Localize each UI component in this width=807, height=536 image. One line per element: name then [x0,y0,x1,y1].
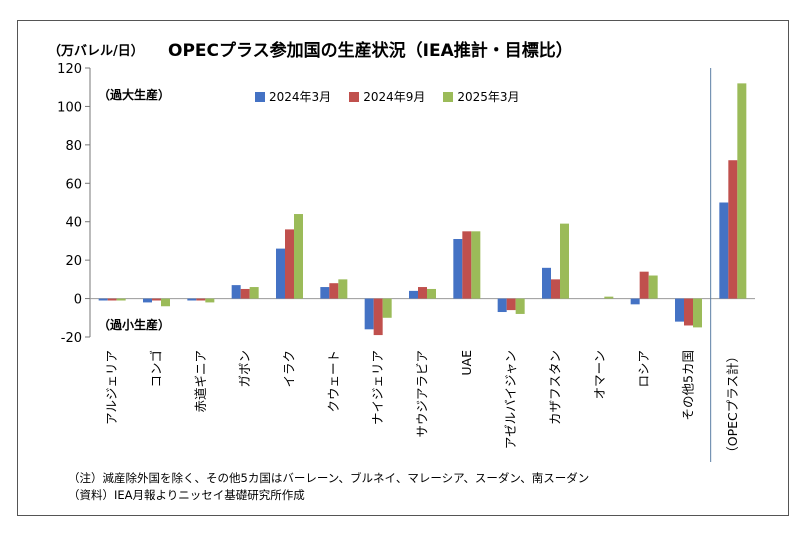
unit-label: （万バレル/日） [48,44,144,59]
bar [285,229,294,299]
bar [205,298,215,303]
bar [560,223,569,299]
y-tick-label: 40 [65,216,82,231]
bar [515,298,525,314]
legend-label: 2024年3月 [269,90,332,104]
category-label: アルジェリア [104,350,119,425]
bar [542,267,551,299]
bar [719,202,729,299]
bar [116,298,126,301]
y-tick-label: 80 [65,139,82,154]
bar [231,285,241,299]
bar [462,231,472,299]
y-tick-label: 60 [65,177,82,192]
bar [409,290,418,299]
bar [551,279,560,299]
y-tick-label: 120 [57,62,82,77]
bar [728,160,738,299]
bar [604,296,614,299]
legend-item: 2025年3月 [443,88,520,105]
legend: 2024年3月 2024年9月 2025年3月 [255,88,520,105]
bar [98,298,108,301]
bar [684,298,693,326]
legend-swatch-2025-03 [443,91,454,102]
note-line: （資料）IEA月報よりニッセイ基礎研究所作成 [68,488,305,502]
bar [329,283,339,299]
bar [338,279,348,299]
category-label: （OPECプラス計） [725,350,740,459]
category-label: その他5カ国 [681,350,696,420]
bar [382,298,392,318]
category-label: カザフスタン [548,350,563,425]
bar [675,298,684,322]
category-label: UAE [459,350,474,376]
chart-title: OPECプラス参加国の生産状況（IEA推計・目標比） [168,41,573,61]
category-label: クウェート [326,350,341,413]
bar [737,83,747,299]
y-tick-label: 20 [65,254,82,269]
bar [373,298,383,336]
category-label: オマーン [592,350,607,399]
bar [249,287,259,299]
y-tick-label: 100 [57,100,82,115]
category-label: ロシア [636,350,651,388]
bar [240,288,250,299]
bar [364,298,374,330]
notes: （注）減産除外国を除く、その他5カ国はバーレーン、ブルネイ、マレーシア、スーダン… [68,470,589,504]
y-tick-label: -20 [61,331,82,346]
bar [320,287,330,299]
over-production-label: （過大生産） [98,88,171,102]
bar [639,271,649,299]
bar [506,298,516,311]
category-label: ガボン [237,350,252,388]
bar [418,287,427,299]
legend-label: 2024年9月 [363,90,426,104]
bar [196,298,206,301]
bar [648,275,658,299]
category-label: イラク [282,350,297,388]
chart-frame [17,20,789,516]
bar [152,298,161,301]
bar [427,288,436,299]
bar [294,214,303,299]
bar [471,231,481,299]
bar [143,298,152,303]
bar [187,298,197,301]
bar [276,248,285,299]
category-label: コンゴ [149,350,164,388]
category-label: ナイジェリア [370,350,385,425]
y-tick-label: 0 [74,293,82,308]
bar [630,298,640,305]
legend-swatch-2024-03 [255,91,265,102]
legend-item: 2024年3月 [255,88,331,105]
category-label: サウジアラビア [415,350,430,438]
bar [693,298,702,328]
legend-label: 2025年3月 [457,90,520,104]
bar [453,239,463,299]
legend-item: 2024年9月 [349,88,425,105]
bar [107,298,117,301]
category-label: 赤道ギニア [193,350,208,413]
category-label: アゼルバイジャン [503,350,518,449]
note-line: （注）減産除外国を除く、その他5カ国はバーレーン、ブルネイ、マレーシア、スーダン… [68,471,590,485]
under-production-label: （過小生産） [98,318,171,332]
bar [161,298,170,307]
legend-swatch-2024-09 [349,91,360,102]
bar [497,298,507,313]
